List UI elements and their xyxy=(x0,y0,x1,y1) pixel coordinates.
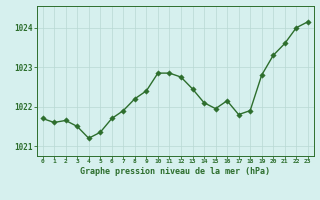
X-axis label: Graphe pression niveau de la mer (hPa): Graphe pression niveau de la mer (hPa) xyxy=(80,167,270,176)
